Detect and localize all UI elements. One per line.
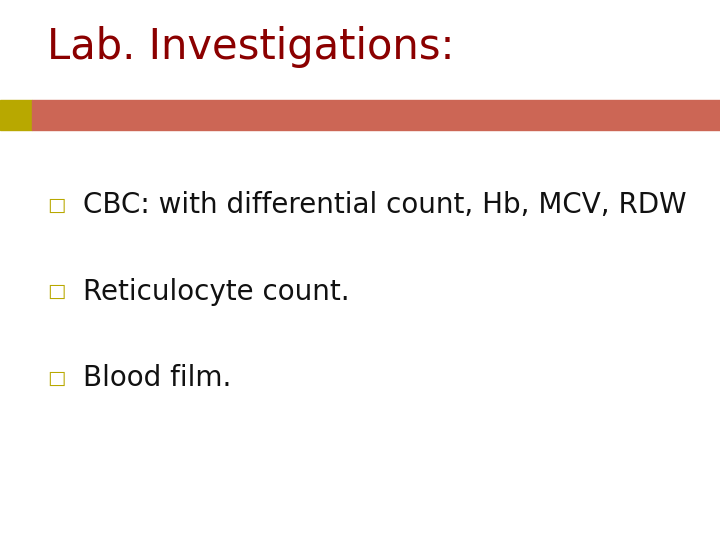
Bar bbox=[0, 100, 32, 130]
Text: CBC: with differential count, Hb, MCV, RDW: CBC: with differential count, Hb, MCV, R… bbox=[83, 191, 686, 219]
Text: □: □ bbox=[47, 368, 66, 388]
Bar bbox=[32, 100, 720, 130]
Text: □: □ bbox=[47, 195, 66, 215]
Text: Blood film.: Blood film. bbox=[83, 364, 231, 392]
Text: Lab. Investigations:: Lab. Investigations: bbox=[47, 25, 454, 68]
Text: □: □ bbox=[47, 282, 66, 301]
Text: Reticulocyte count.: Reticulocyte count. bbox=[83, 278, 349, 306]
